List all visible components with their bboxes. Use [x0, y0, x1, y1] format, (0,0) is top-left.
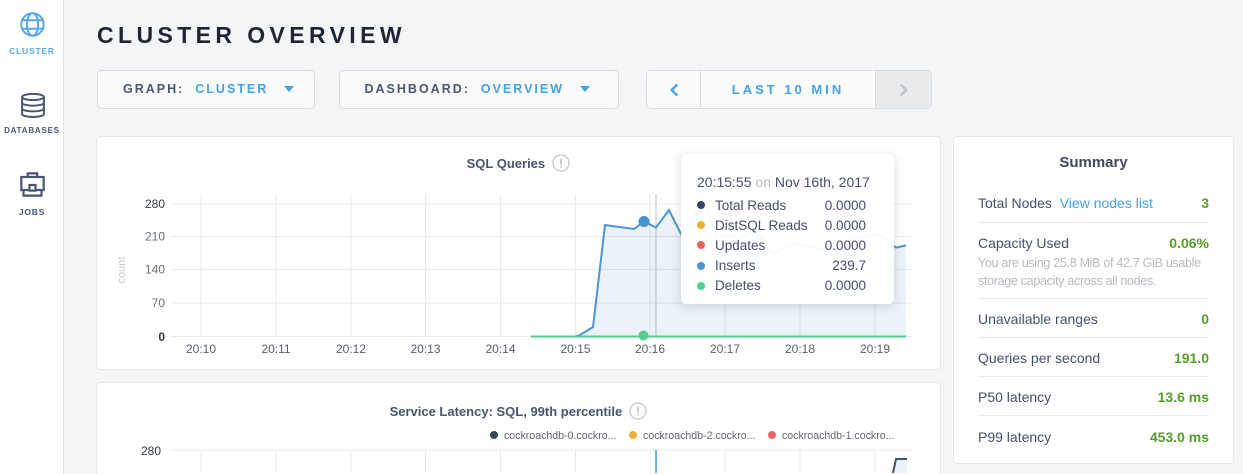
svg-text:20:12: 20:12 [336, 342, 366, 356]
svg-text:70: 70 [152, 296, 166, 310]
svg-text:140: 140 [145, 263, 165, 277]
svg-text:20:13: 20:13 [410, 342, 440, 356]
svg-text:20:17: 20:17 [710, 342, 740, 356]
svg-text:count: count [116, 257, 128, 284]
svg-text:20:14: 20:14 [485, 342, 515, 356]
svg-text:20:10: 20:10 [186, 342, 216, 356]
svg-text:210: 210 [145, 230, 165, 244]
svg-text:280: 280 [145, 197, 165, 211]
svg-text:!: ! [637, 407, 641, 419]
svg-text:20:18: 20:18 [785, 342, 815, 356]
svg-text:0: 0 [158, 330, 165, 344]
svg-text:20:11: 20:11 [261, 342, 290, 356]
svg-text:280: 280 [141, 444, 161, 458]
svg-text:20:15: 20:15 [560, 342, 590, 356]
svg-text:!: ! [559, 159, 563, 171]
svg-text:20:16: 20:16 [635, 342, 665, 356]
svg-text:20:19: 20:19 [860, 342, 890, 356]
